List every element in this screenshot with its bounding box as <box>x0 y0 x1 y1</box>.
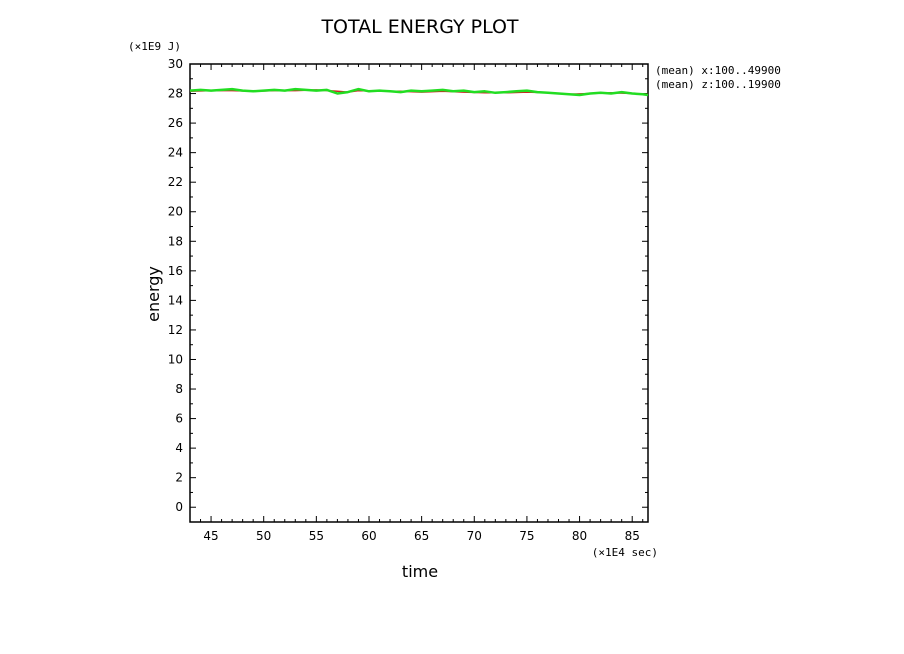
series-line-1 <box>189 87 649 97</box>
y-tick-label: 4 <box>175 441 183 455</box>
y-tick-label: 30 <box>168 57 183 71</box>
y-tick-label: 16 <box>168 264 183 278</box>
x-tick-label: 80 <box>572 529 587 543</box>
y-tick-label: 26 <box>168 116 183 130</box>
x-tick-label: 50 <box>256 529 271 543</box>
y-tick-label: 28 <box>168 87 183 101</box>
y-tick-label: 14 <box>168 293 183 307</box>
chart-title: TOTAL ENERGY PLOT <box>320 16 518 38</box>
x-tick-label: 70 <box>467 529 482 543</box>
x-unit-label: (×1E4 sec) <box>592 546 658 559</box>
series-layer <box>189 87 649 97</box>
x-tick-label: 75 <box>519 529 534 543</box>
y-tick-label: 8 <box>175 382 183 396</box>
y-tick-label: 24 <box>168 146 183 160</box>
x-tick-label: 85 <box>625 529 640 543</box>
y-tick-label: 22 <box>168 175 183 189</box>
y-tick-label: 18 <box>168 234 183 248</box>
x-tick-label: 55 <box>309 529 324 543</box>
x-tick-label: 45 <box>203 529 218 543</box>
y-tick-label: 0 <box>175 500 183 514</box>
y-tick-label: 10 <box>168 352 183 366</box>
x-tick-label: 60 <box>361 529 376 543</box>
y-tick-label: 20 <box>168 205 183 219</box>
y-axis-title: energy <box>144 266 163 322</box>
legend-entry-1: (mean) z:100..19900 <box>655 78 781 91</box>
y-tick-label: 2 <box>175 471 183 485</box>
x-tick-label: 65 <box>414 529 429 543</box>
legend-entry-0: (mean) x:100..49900 <box>655 64 781 77</box>
plot-frame <box>189 63 649 523</box>
y-unit-label: (×1E9 J) <box>128 40 181 53</box>
x-axis-title: time <box>402 562 438 581</box>
y-tick-label: 12 <box>168 323 183 337</box>
y-tick-label: 6 <box>175 412 183 426</box>
